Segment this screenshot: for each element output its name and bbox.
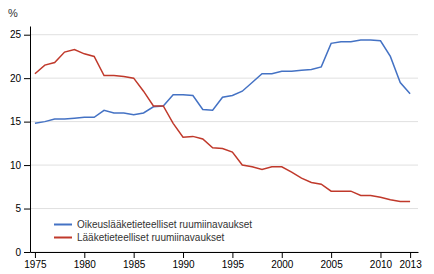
x-tick-mark — [84, 252, 85, 258]
x-tick-mark — [410, 252, 411, 258]
x-tick: 2010 — [370, 252, 393, 270]
series-line — [35, 49, 410, 201]
x-tick-mark — [331, 252, 332, 258]
x-tick-label: 2005 — [320, 259, 343, 270]
grid-line — [30, 252, 418, 253]
y-axis-label: % — [8, 7, 18, 19]
y-tick-label: 0 — [15, 247, 21, 258]
x-tick: 2013 — [399, 252, 422, 270]
y-tick-label: 5 — [15, 203, 21, 214]
plot-area: 1975 1980 1985 1990 1995 2000 2005 2010 2013 0 5 10… — [10, 27, 422, 271]
legend-swatch — [54, 237, 72, 239]
x-tick-label: 1980 — [74, 259, 97, 270]
y-axis-line — [30, 27, 31, 253]
grid-line — [30, 208, 418, 209]
x-tick-mark — [35, 252, 36, 258]
y-tick: 0 — [15, 247, 30, 258]
x-tick-mark — [380, 252, 381, 258]
y-tick-mark — [24, 165, 30, 166]
y-tick-mark — [24, 122, 30, 123]
x-tick-label: 1975 — [24, 259, 47, 270]
x-tick: 2000 — [271, 252, 294, 270]
y-tick-label: 25 — [10, 29, 22, 40]
x-tick-mark — [232, 252, 233, 258]
x-tick-mark — [134, 252, 135, 258]
x-tick: 1995 — [222, 252, 245, 270]
x-tick-label: 2013 — [399, 259, 422, 270]
y-tick-label: 15 — [10, 116, 22, 127]
grid-line — [30, 34, 418, 35]
y-tick-label: 20 — [10, 73, 22, 84]
y-tick: 25 — [10, 29, 30, 40]
y-tick-mark — [24, 35, 30, 36]
y-tick: 15 — [10, 116, 30, 127]
x-tick-label: 1985 — [123, 259, 146, 270]
series-line — [35, 40, 410, 123]
x-tick-label: 2000 — [271, 259, 294, 270]
y-tick-mark — [24, 209, 30, 210]
x-tick: 1980 — [74, 252, 97, 270]
y-tick-mark — [24, 252, 30, 253]
y-tick: 10 — [10, 160, 30, 171]
x-tick: 2005 — [320, 252, 343, 270]
legend-swatch — [54, 224, 72, 226]
x-axis: 1975 1980 1985 1990 1995 2000 2005 2010 2013 — [24, 252, 422, 270]
legend-item: Lääketieteelliset ruumiinavaukset — [54, 232, 225, 243]
x-tick-mark — [183, 252, 184, 258]
x-axis-line — [31, 252, 419, 253]
legend-background — [50, 214, 256, 248]
x-tick-label: 1995 — [222, 259, 245, 270]
legend-label: Oikeuslääketieteelliset ruumiinavaukset — [77, 219, 252, 230]
x-tick-label: 1990 — [172, 259, 195, 270]
legend: Oikeuslääketieteelliset ruumiinavaukset L… — [50, 214, 256, 248]
grid-line — [30, 165, 418, 166]
chart-container: 1975 1980 1985 1990 1995 2000 2005 2010 2013 0 5 10… — [0, 0, 434, 274]
grid-line — [30, 78, 418, 79]
grid — [30, 35, 418, 252]
x-tick: 1990 — [172, 252, 195, 270]
grid-line — [30, 121, 418, 122]
y-tick: 5 — [15, 203, 30, 214]
legend-label: Lääketieteelliset ruumiinavaukset — [77, 232, 225, 243]
x-tick: 1985 — [123, 252, 146, 270]
series-group — [35, 40, 410, 202]
y-axis: 0 5 10 15 20 25 — [10, 27, 31, 258]
x-tick: 1975 — [24, 252, 47, 270]
y-tick: 20 — [10, 73, 30, 84]
legend-item: Oikeuslääketieteelliset ruumiinavaukset — [54, 219, 252, 230]
y-tick-label: 10 — [10, 160, 22, 171]
x-tick-mark — [282, 252, 283, 258]
y-tick-mark — [24, 78, 30, 79]
x-tick-label: 2010 — [370, 259, 393, 270]
chart-svg: 1975 1980 1985 1990 1995 2000 2005 2010 2013 0 5 10… — [0, 0, 434, 274]
